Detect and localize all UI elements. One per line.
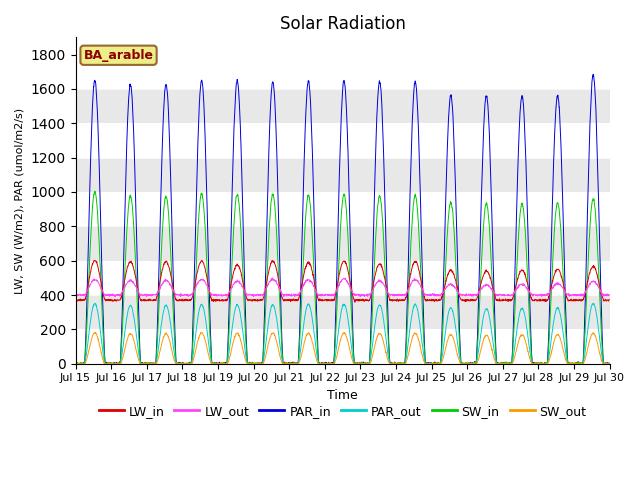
X-axis label: Time: Time bbox=[327, 389, 358, 402]
LW_in bbox=[72, 297, 79, 302]
LW_in bbox=[221, 298, 228, 304]
SW_out bbox=[605, 361, 613, 367]
LW_in bbox=[498, 298, 506, 303]
SW_out bbox=[72, 361, 79, 367]
SW_out bbox=[370, 348, 378, 354]
PAR_out bbox=[72, 361, 79, 367]
SW_in bbox=[91, 188, 99, 194]
Line: LW_in: LW_in bbox=[76, 260, 609, 302]
LW_out bbox=[358, 291, 366, 297]
Legend: LW_in, LW_out, PAR_in, PAR_out, SW_in, SW_out: LW_in, LW_out, PAR_in, PAR_out, SW_in, S… bbox=[93, 400, 591, 423]
LW_in bbox=[91, 257, 99, 263]
SW_in bbox=[559, 255, 566, 261]
LW_out bbox=[72, 292, 79, 298]
SW_out bbox=[72, 360, 79, 366]
LW_out bbox=[370, 285, 378, 291]
Line: SW_in: SW_in bbox=[76, 191, 609, 364]
Bar bbox=[76, 157, 609, 192]
LW_in bbox=[605, 297, 613, 302]
PAR_in bbox=[221, 360, 228, 366]
SW_in bbox=[605, 360, 613, 366]
Line: PAR_in: PAR_in bbox=[76, 74, 609, 364]
PAR_out bbox=[358, 361, 365, 367]
Y-axis label: LW, SW (W/m2), PAR (umol/m2/s): LW, SW (W/m2), PAR (umol/m2/s) bbox=[15, 108, 25, 294]
SW_in bbox=[498, 361, 506, 367]
PAR_out bbox=[369, 336, 377, 342]
PAR_in bbox=[589, 72, 597, 77]
PAR_out bbox=[497, 361, 505, 367]
SW_out bbox=[573, 361, 581, 367]
LW_out bbox=[221, 292, 228, 298]
LW_in bbox=[573, 297, 581, 303]
LW_out bbox=[269, 275, 276, 281]
PAR_in bbox=[559, 183, 566, 189]
LW_in bbox=[351, 300, 358, 305]
PAR_out bbox=[605, 361, 613, 367]
SW_out bbox=[92, 329, 99, 335]
SW_in bbox=[72, 361, 79, 367]
SW_in bbox=[369, 285, 377, 290]
PAR_in bbox=[605, 360, 613, 366]
LW_out bbox=[356, 294, 364, 300]
PAR_out bbox=[573, 361, 580, 367]
Bar bbox=[76, 226, 609, 261]
SW_out bbox=[498, 361, 506, 367]
Bar bbox=[76, 89, 609, 123]
PAR_out bbox=[221, 360, 228, 366]
LW_out bbox=[498, 292, 506, 298]
PAR_in bbox=[72, 360, 79, 366]
LW_in bbox=[559, 278, 566, 284]
LW_in bbox=[370, 279, 378, 285]
Text: BA_arable: BA_arable bbox=[84, 49, 154, 62]
SW_out bbox=[559, 345, 566, 350]
LW_in bbox=[358, 298, 366, 304]
Title: Solar Radiation: Solar Radiation bbox=[280, 15, 406, 33]
Bar bbox=[76, 295, 609, 329]
SW_in bbox=[221, 360, 228, 366]
PAR_out bbox=[558, 323, 566, 328]
LW_out bbox=[573, 292, 581, 298]
LW_out bbox=[605, 293, 613, 299]
PAR_in bbox=[573, 361, 581, 367]
Line: SW_out: SW_out bbox=[76, 332, 609, 364]
PAR_in bbox=[72, 361, 79, 367]
PAR_in bbox=[369, 232, 377, 238]
SW_out bbox=[358, 361, 366, 367]
SW_in bbox=[358, 361, 365, 367]
Line: PAR_out: PAR_out bbox=[76, 303, 609, 364]
PAR_in bbox=[358, 360, 365, 366]
PAR_in bbox=[498, 360, 506, 366]
SW_in bbox=[573, 361, 581, 367]
PAR_out bbox=[589, 300, 597, 306]
Line: LW_out: LW_out bbox=[76, 278, 609, 297]
LW_out bbox=[559, 284, 566, 290]
SW_out bbox=[221, 361, 228, 367]
